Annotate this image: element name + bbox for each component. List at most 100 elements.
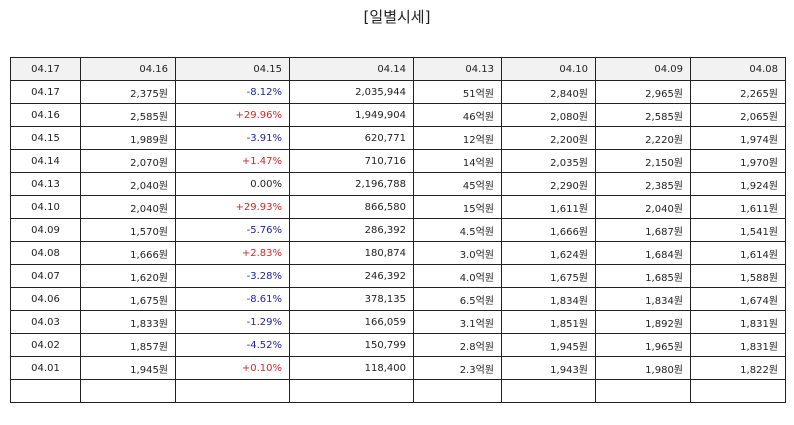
- close-price-cell: 1,570원: [80, 218, 176, 242]
- change-rate-cell: +29.93%: [175, 195, 290, 219]
- high-price-cell: 2,965원: [595, 80, 691, 104]
- high-price-cell: 1,834원: [595, 287, 691, 311]
- low-price-cell: 1,674원: [690, 287, 786, 311]
- header-cell: 04.14: [289, 57, 414, 81]
- table-header-row: 04.17 04.16 04.15 04.14 04.13 04.10 04.0…: [10, 57, 786, 81]
- close-price-cell: 2,040원: [80, 195, 176, 219]
- trade-amount-cell: 46억원: [413, 103, 502, 127]
- open-price-cell: 2,200원: [501, 126, 596, 150]
- empty-cell: [80, 379, 176, 403]
- close-price-cell: 1,989원: [80, 126, 176, 150]
- volume-cell: 180,874: [289, 241, 414, 265]
- high-price-cell: 1,687원: [595, 218, 691, 242]
- volume-cell: 1,949,904: [289, 103, 414, 127]
- close-price-cell: 1,833원: [80, 310, 176, 334]
- high-price-cell: 2,040원: [595, 195, 691, 219]
- table-row: 04.07 1,620원 -3.28% 246,392 4.0억원 1,675원 1,685…: [10, 264, 786, 288]
- date-cell: 04.01: [10, 356, 81, 380]
- low-price-cell: 1,974원: [690, 126, 786, 150]
- trade-amount-cell: 51억원: [413, 80, 502, 104]
- change-rate-cell: 0.00%: [175, 172, 290, 196]
- header-cell: 04.08: [690, 57, 786, 81]
- open-price-cell: 1,666원: [501, 218, 596, 242]
- close-price-cell: 1,666원: [80, 241, 176, 265]
- trade-amount-cell: 15억원: [413, 195, 502, 219]
- daily-price-table: 04.17 04.16 04.15 04.14 04.13 04.10 04.0…: [10, 57, 786, 403]
- table-row: 04.13 2,040원 0.00% 2,196,788 45억원 2,290원 2,385…: [10, 172, 786, 196]
- date-cell: 04.15: [10, 126, 81, 150]
- trade-amount-cell: 45억원: [413, 172, 502, 196]
- low-price-cell: 1,970원: [690, 149, 786, 173]
- change-rate-cell: -3.91%: [175, 126, 290, 150]
- table-row: 04.16 2,585원 +29.96% 1,949,904 46억원 2,080원 2,5…: [10, 103, 786, 127]
- empty-cell: [289, 379, 414, 403]
- date-cell: 04.02: [10, 333, 81, 357]
- volume-cell: 286,392: [289, 218, 414, 242]
- date-cell: 04.07: [10, 264, 81, 288]
- open-price-cell: 2,290원: [501, 172, 596, 196]
- trade-amount-cell: 6.5억원: [413, 287, 502, 311]
- volume-cell: 710,716: [289, 149, 414, 173]
- high-price-cell: 1,980원: [595, 356, 691, 380]
- date-cell: 04.16: [10, 103, 81, 127]
- volume-cell: 2,035,944: [289, 80, 414, 104]
- change-rate-cell: +1.47%: [175, 149, 290, 173]
- close-price-cell: 2,070원: [80, 149, 176, 173]
- date-cell: 04.13: [10, 172, 81, 196]
- high-price-cell: 1,965원: [595, 333, 691, 357]
- high-price-cell: 2,220원: [595, 126, 691, 150]
- high-price-cell: 1,685원: [595, 264, 691, 288]
- low-price-cell: 1,822원: [690, 356, 786, 380]
- date-cell: 04.08: [10, 241, 81, 265]
- header-cell: 04.16: [80, 57, 176, 81]
- table-row: 04.15 1,989원 -3.91% 620,771 12억원 2,200원 2,220원…: [10, 126, 786, 150]
- trade-amount-cell: 4.0억원: [413, 264, 502, 288]
- low-price-cell: 1,611원: [690, 195, 786, 219]
- open-price-cell: 1,834원: [501, 287, 596, 311]
- date-cell: 04.10: [10, 195, 81, 219]
- low-price-cell: 2,065원: [690, 103, 786, 127]
- trade-amount-cell: 3.1억원: [413, 310, 502, 334]
- low-price-cell: 1,924원: [690, 172, 786, 196]
- empty-cell: [690, 379, 786, 403]
- change-rate-cell: -3.28%: [175, 264, 290, 288]
- empty-cell: [10, 379, 81, 403]
- close-price-cell: 2,040원: [80, 172, 176, 196]
- trade-amount-cell: 4.5억원: [413, 218, 502, 242]
- date-cell: 04.14: [10, 149, 81, 173]
- change-rate-cell: -8.12%: [175, 80, 290, 104]
- date-cell: 04.17: [10, 80, 81, 104]
- date-cell: 04.06: [10, 287, 81, 311]
- close-price-cell: 1,620원: [80, 264, 176, 288]
- header-cell: 04.10: [501, 57, 596, 81]
- empty-cell: [413, 379, 502, 403]
- open-price-cell: 1,943원: [501, 356, 596, 380]
- open-price-cell: 1,611원: [501, 195, 596, 219]
- empty-row: [10, 379, 786, 403]
- empty-cell: [595, 379, 691, 403]
- empty-cell: [501, 379, 596, 403]
- empty-cell: [175, 379, 290, 403]
- high-price-cell: 2,585원: [595, 103, 691, 127]
- volume-cell: 246,392: [289, 264, 414, 288]
- change-rate-cell: -5.76%: [175, 218, 290, 242]
- volume-cell: 866,580: [289, 195, 414, 219]
- page-title: [일별시세]: [363, 8, 431, 26]
- header-cell: 04.17: [10, 57, 81, 81]
- table-row: 04.01 1,945원 +0.10% 118,400 2.3억원 1,943원 1,980…: [10, 356, 786, 380]
- change-rate-cell: -1.29%: [175, 310, 290, 334]
- high-price-cell: 2,385원: [595, 172, 691, 196]
- trade-amount-cell: 2.3억원: [413, 356, 502, 380]
- low-price-cell: 1,588원: [690, 264, 786, 288]
- open-price-cell: 2,035원: [501, 149, 596, 173]
- open-price-cell: 1,624원: [501, 241, 596, 265]
- table-row: 04.08 1,666원 +2.83% 180,874 3.0억원 1,624원 1,684…: [10, 241, 786, 265]
- low-price-cell: 2,265원: [690, 80, 786, 104]
- volume-cell: 118,400: [289, 356, 414, 380]
- table-row: 04.06 1,675원 -8.61% 378,135 6.5억원 1,834원 1,834…: [10, 287, 786, 311]
- close-price-cell: 2,585원: [80, 103, 176, 127]
- header-cell: 04.09: [595, 57, 691, 81]
- high-price-cell: 2,150원: [595, 149, 691, 173]
- change-rate-cell: -4.52%: [175, 333, 290, 357]
- low-price-cell: 1,541원: [690, 218, 786, 242]
